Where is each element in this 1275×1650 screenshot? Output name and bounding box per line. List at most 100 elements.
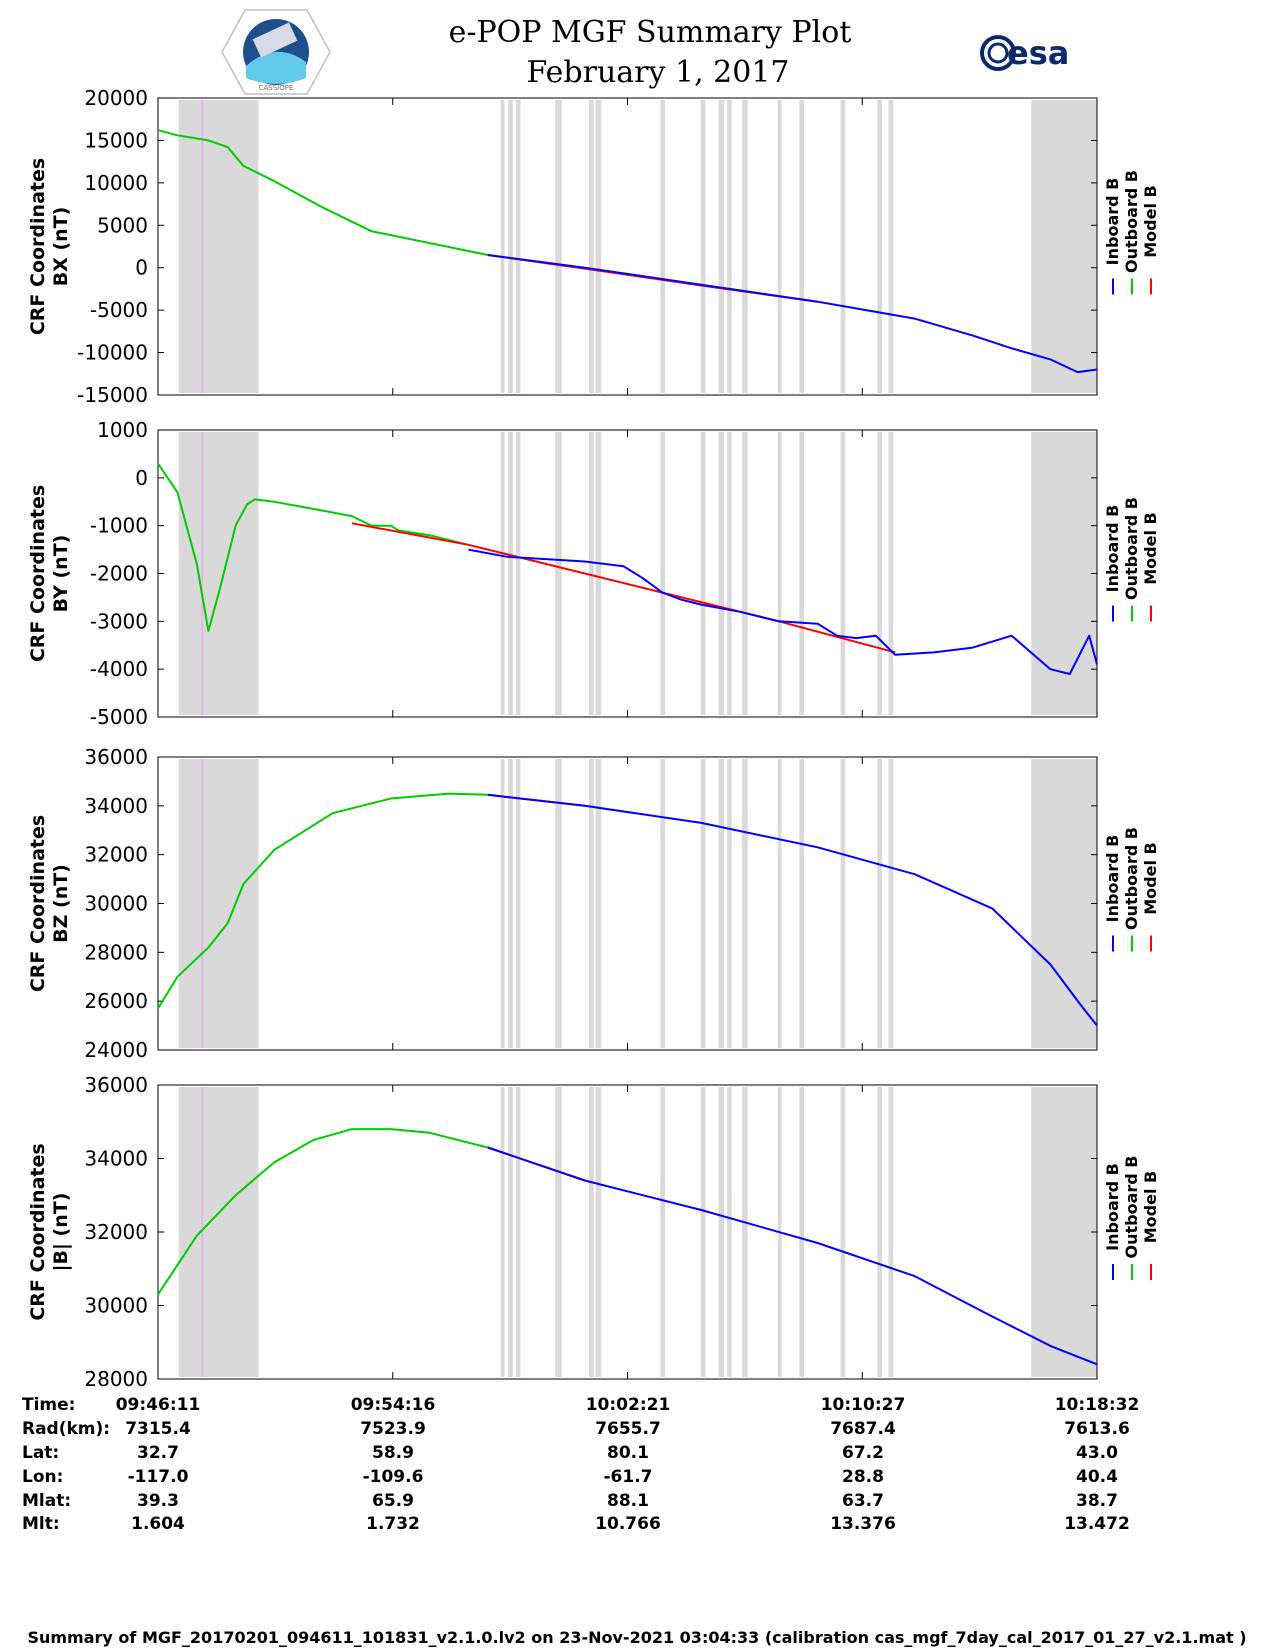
series-inboard-b — [487, 793, 1098, 1027]
y-tick-label: -15000 — [77, 383, 148, 407]
gap-band-16 — [888, 1087, 894, 1377]
panel-3: 36000 34000 32000 30000 28000 26000 24000 CRF C… — [27, 745, 1160, 1062]
series-outboard-b — [157, 792, 488, 1010]
x-axis-cell: 65.9 — [372, 1491, 414, 1511]
x-axis-cell: 1.604 — [131, 1514, 185, 1534]
series-inboard-b — [487, 254, 1098, 374]
gap-band-6 — [595, 100, 602, 393]
y-tick-label: 36000 — [84, 745, 148, 769]
x-axis-cell: 7687.4 — [830, 1419, 896, 1439]
x-axis-cell: 10:18:32 — [1055, 1395, 1140, 1415]
gap-band-11 — [742, 100, 748, 393]
gap-band-4 — [555, 759, 562, 1048]
x-axis-cell: 40.4 — [1076, 1467, 1118, 1487]
gap-band-2 — [508, 432, 513, 715]
y-tick-label: 28000 — [84, 940, 148, 964]
gap-band-1 — [500, 1087, 505, 1377]
gap-band-16 — [888, 759, 894, 1048]
gap-band-9 — [718, 1087, 725, 1377]
title-line2: February 1, 2017 — [526, 55, 789, 90]
gap-band-4 — [555, 100, 562, 393]
plot-panels: 20000150001000050000-5000-10000-15000CRF… — [27, 86, 1160, 1391]
y-axis-label-line1: CRF Coordinates — [27, 815, 49, 992]
x-axis-table: Time: Rad(km): Lat: Lon: Mlat: Mlt: 09:46:11 73… — [22, 1395, 1139, 1534]
gap-band-10 — [727, 100, 732, 393]
legend-label: Outboard B — [1122, 170, 1141, 273]
gap-band-15 — [877, 432, 882, 715]
x-axis-cell: 13.472 — [1064, 1514, 1130, 1534]
gap-band-8 — [700, 759, 706, 1048]
gap-band-11 — [742, 432, 748, 715]
x-axis-cell: 1.732 — [366, 1514, 420, 1534]
row-label: Lat: — [22, 1443, 59, 1463]
legend-label: Outboard B — [1122, 497, 1141, 600]
gap-band-14 — [840, 1087, 846, 1377]
legend-label: Model B — [1141, 1171, 1160, 1243]
legend-label: Inboard B — [1103, 178, 1122, 266]
gap-band-3 — [515, 759, 521, 1048]
plot-frame — [157, 756, 1098, 1051]
x-axis-cell: 10:02:21 — [586, 1395, 671, 1415]
gap-band-8 — [700, 100, 706, 393]
gap-band-10 — [727, 1087, 732, 1377]
gap-band-16 — [888, 432, 894, 715]
x-axis-cell: 10.766 — [595, 1514, 661, 1534]
x-axis-cell: 58.9 — [372, 1443, 414, 1463]
gap-band-0 — [178, 100, 259, 393]
gap-band-3 — [515, 432, 521, 715]
series-model-b — [351, 522, 896, 654]
x-axis-cell: 67.2 — [842, 1443, 884, 1463]
y-tick-label: 34000 — [84, 1147, 148, 1171]
gap-band-4 — [555, 432, 562, 715]
x-axis-cell: 10:10:27 — [821, 1395, 906, 1415]
legend-label: Outboard B — [1122, 1156, 1141, 1259]
x-axis-cell: 28.8 — [842, 1467, 884, 1487]
series-inboard-b — [468, 548, 1098, 675]
y-tick-label: 0 — [135, 466, 148, 490]
row-label: Time: — [22, 1395, 75, 1415]
y-tick-label: 24000 — [84, 1038, 148, 1062]
gap-band-13 — [799, 432, 805, 715]
legend-label: Model B — [1141, 185, 1160, 257]
legend-label: Model B — [1141, 512, 1160, 584]
y-tick-label: 0 — [135, 256, 148, 280]
cassiope-logo-text: CASSIOPE — [259, 84, 294, 92]
gap-band-6 — [595, 1087, 602, 1377]
panel-2: 1000 0 -1000 -2000 -3000 -4000 -5000 CRF Coordi… — [27, 418, 1160, 729]
gap-band-8 — [700, 432, 706, 715]
figure-header: CASSIOPE e-POP MGF Summary Plot February… — [221, 9, 1069, 95]
y-axis-label-line1: CRF Coordinates — [27, 158, 49, 335]
gap-band-17 — [1031, 1087, 1097, 1377]
x-axis-cell: 7655.7 — [595, 1419, 661, 1439]
y-tick-label: 26000 — [84, 989, 148, 1013]
gap-band-13 — [799, 759, 805, 1048]
plot-frame — [157, 97, 1098, 396]
gap-band-5 — [589, 100, 594, 393]
gap-band-5 — [589, 432, 594, 715]
gap-band-15 — [877, 1087, 882, 1377]
row-label: Rad(km): — [22, 1419, 110, 1439]
gap-band-9 — [718, 100, 725, 393]
y-tick-label: -5000 — [90, 705, 148, 729]
x-axis-cell: 63.7 — [842, 1491, 884, 1511]
esa-logo-text: esa — [1007, 34, 1069, 72]
gap-band-9 — [718, 432, 725, 715]
gap-band-2 — [508, 1087, 513, 1377]
esa-logo: esa — [980, 34, 1069, 72]
gap-band-0 — [178, 1087, 259, 1377]
footer-summary: Summary of MGF_20170201_094611_101831_v2… — [27, 1628, 1246, 1647]
panel-4: 36000 34000 32000 30000 28000 CRF Coordinates… — [27, 1073, 1160, 1391]
gap-band-14 — [840, 100, 846, 393]
x-axis-cell: 39.3 — [137, 1491, 179, 1511]
row-label: Lon: — [22, 1467, 63, 1487]
series-inboard-b — [487, 1146, 1098, 1366]
legend-label: Inboard B — [1103, 1163, 1122, 1251]
y-axis-label-line1: CRF Coordinates — [27, 1143, 49, 1320]
legend-label: Inboard B — [1103, 505, 1122, 593]
y-tick-label: -5000 — [90, 298, 148, 322]
x-axis-cell: -61.7 — [604, 1467, 653, 1487]
x-axis-cell: 09:46:11 — [116, 1395, 201, 1415]
gap-band-2 — [508, 759, 513, 1048]
gap-band-10 — [727, 759, 732, 1048]
